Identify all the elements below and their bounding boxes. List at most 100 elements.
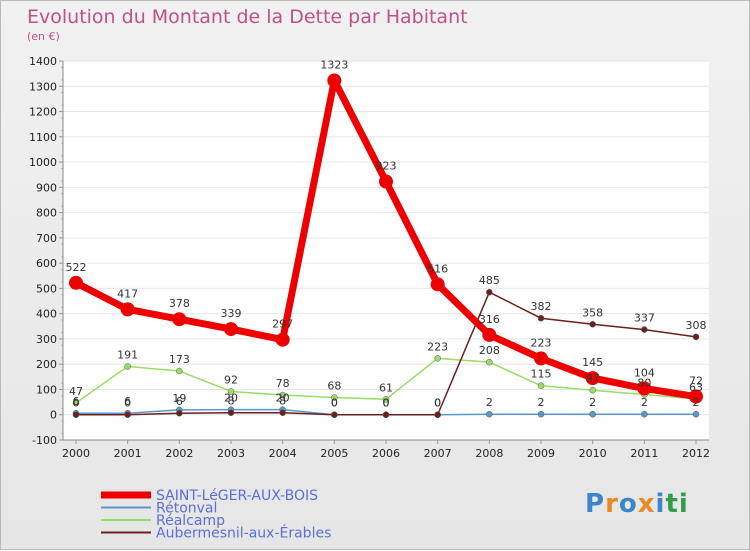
data-label: 0 xyxy=(383,397,390,410)
data-point xyxy=(589,410,596,418)
data-label: 0 xyxy=(124,397,131,410)
data-label: 0 xyxy=(73,397,80,410)
data-label: 6 xyxy=(73,395,80,408)
logo-letter: i xyxy=(655,489,666,519)
data-label: 2 xyxy=(641,396,648,409)
y-tick-label: 300 xyxy=(36,333,57,346)
data-point xyxy=(279,391,286,399)
y-tick-label: -100 xyxy=(32,434,57,447)
data-point xyxy=(379,174,393,189)
x-tick-label: 2007 xyxy=(424,447,452,460)
data-label: 208 xyxy=(479,344,500,357)
y-tick-label: 0 xyxy=(50,409,57,422)
data-label: 80 xyxy=(637,377,651,390)
data-label: 173 xyxy=(169,353,190,366)
data-point xyxy=(124,411,131,418)
data-label: 92 xyxy=(224,373,238,386)
data-label: 8 xyxy=(279,395,286,408)
data-label: 47 xyxy=(69,385,83,398)
data-label: 104 xyxy=(634,366,655,379)
data-point xyxy=(537,410,545,418)
x-tick-label: 2001 xyxy=(114,447,142,460)
data-label: 20 xyxy=(224,392,238,405)
legend-label: SAINT-LéGER-AUX-BOIS xyxy=(156,488,318,504)
y-tick-label: 1200 xyxy=(29,106,57,119)
data-point xyxy=(589,321,596,328)
y-tick-label: 1300 xyxy=(29,80,57,93)
y-tick-label: 400 xyxy=(36,308,57,321)
y-tick-label: 100 xyxy=(36,383,57,396)
y-tick-label: 800 xyxy=(36,207,57,220)
data-point xyxy=(224,322,238,337)
data-label: 417 xyxy=(117,287,138,300)
x-tick-label: 2000 xyxy=(62,447,90,460)
data-label: 0 xyxy=(331,397,338,410)
data-point xyxy=(430,277,445,292)
x-tick-label: 2009 xyxy=(527,447,555,460)
x-tick-label: 2006 xyxy=(372,447,400,460)
data-point xyxy=(72,411,80,418)
logo-letter: r xyxy=(605,489,619,519)
data-point xyxy=(589,386,596,394)
data-point xyxy=(382,411,390,418)
legend-label: Réalcamp xyxy=(156,513,225,529)
x-tick-label: 2012 xyxy=(682,447,710,460)
x-tick-label: 2002 xyxy=(165,447,193,460)
data-point xyxy=(124,363,131,370)
data-point xyxy=(227,409,235,416)
data-label: 8 xyxy=(228,395,235,408)
data-label: 63 xyxy=(689,381,703,394)
data-label: 223 xyxy=(427,340,448,353)
data-point xyxy=(537,382,545,389)
data-label: 78 xyxy=(276,377,290,390)
data-label: 2 xyxy=(486,396,493,409)
logo-letter: o xyxy=(618,489,638,519)
x-tick-label: 2010 xyxy=(579,447,607,460)
data-point xyxy=(692,410,700,418)
x-tick-label: 2003 xyxy=(217,447,245,460)
data-label: 339 xyxy=(221,307,242,320)
data-point xyxy=(434,411,441,418)
data-label: 61 xyxy=(379,381,393,394)
logo-letter: i xyxy=(678,489,689,519)
logo-letter: t xyxy=(665,489,679,519)
chart-title: Evolution du Montant de la Dette par Hab… xyxy=(27,6,468,28)
data-label: 115 xyxy=(531,368,552,381)
data-point xyxy=(172,312,187,327)
x-tick-label: 2005 xyxy=(320,447,348,460)
logo-letter: P xyxy=(585,489,606,519)
data-point xyxy=(120,302,135,317)
data-label: 522 xyxy=(66,261,87,274)
data-label: 223 xyxy=(531,336,552,349)
data-label: 378 xyxy=(169,297,190,310)
data-label: 2 xyxy=(693,396,700,409)
data-label: 485 xyxy=(479,274,500,287)
data-label: 337 xyxy=(634,312,655,325)
y-tick-label: 1100 xyxy=(29,131,57,144)
data-label: 68 xyxy=(327,380,341,393)
data-label: 0 xyxy=(331,397,338,410)
data-point xyxy=(327,73,342,88)
data-point xyxy=(275,332,290,347)
data-label: 191 xyxy=(117,348,138,361)
data-label: 516 xyxy=(427,262,448,275)
y-tick-label: 900 xyxy=(36,181,57,194)
data-point xyxy=(279,409,286,416)
data-point xyxy=(72,399,80,407)
data-point xyxy=(637,381,652,396)
data-point xyxy=(434,355,441,362)
data-label: 358 xyxy=(582,306,603,319)
data-label: 297 xyxy=(272,318,293,331)
legend-label: Aubermesnil-aux-Érables xyxy=(156,525,331,542)
data-point xyxy=(176,367,183,375)
data-point xyxy=(482,327,497,342)
proxiti-logo: Proxiti xyxy=(585,489,689,519)
data-point xyxy=(585,371,600,386)
data-label: 382 xyxy=(531,300,552,313)
data-point xyxy=(331,394,338,401)
x-tick-label: 2008 xyxy=(475,447,503,460)
data-label: 0 xyxy=(434,397,441,410)
data-point xyxy=(382,396,390,403)
